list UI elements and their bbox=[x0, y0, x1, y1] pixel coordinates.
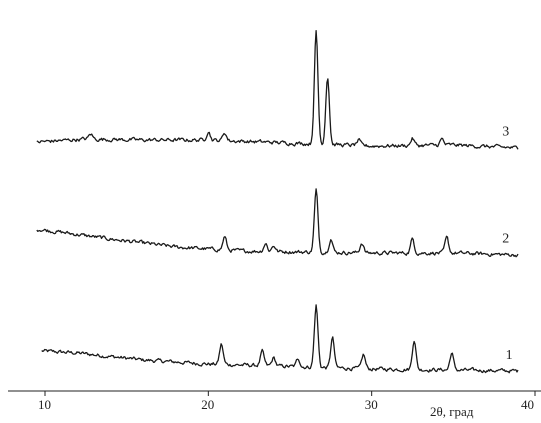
x-tick-label-30: 30 bbox=[365, 397, 378, 412]
series-line-1 bbox=[41, 304, 519, 374]
x-axis: 10 20 30 40 bbox=[8, 390, 541, 412]
curve-labels: 1 2 3 bbox=[502, 124, 512, 362]
x-tick-label-20: 20 bbox=[201, 397, 214, 412]
x-tick-label-40: 40 bbox=[521, 397, 534, 412]
series-line-2 bbox=[36, 188, 519, 258]
series-label-1: 1 bbox=[506, 348, 513, 363]
series-line-3 bbox=[36, 30, 519, 150]
x-axis-label: 2θ, град bbox=[430, 404, 474, 419]
traces-group bbox=[36, 30, 519, 374]
series-label-3: 3 bbox=[502, 124, 509, 139]
x-tick-label-10: 10 bbox=[38, 397, 51, 412]
series-label-2: 2 bbox=[502, 232, 509, 247]
